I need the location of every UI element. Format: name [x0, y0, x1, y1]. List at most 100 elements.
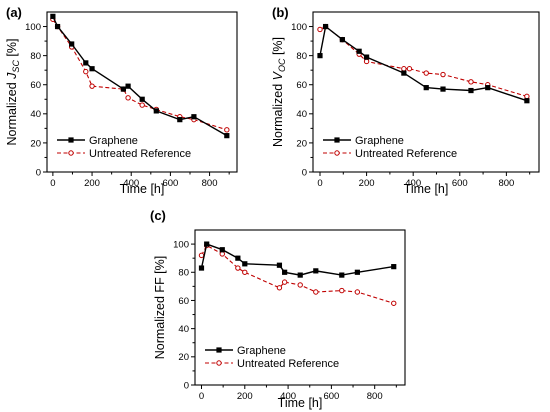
chart-2-y-axis-title: Normalized VOC [%] — [271, 37, 287, 147]
chart-3-series-untreated-reference-point — [391, 300, 397, 306]
chart-3-series-graphene-point — [204, 241, 210, 247]
chart-2-y-tick-label: 80 — [296, 51, 307, 62]
chart-3-series-graphene-line — [200, 243, 394, 276]
chart-1-series-graphene-point — [83, 60, 89, 66]
chart-2-series-graphene-point — [423, 85, 429, 91]
chart-1-y-tick-label: 0 — [36, 167, 41, 178]
chart-1-x-tick-label: 800 — [202, 178, 218, 189]
chart-3-series-graphene-point — [313, 268, 319, 274]
chart-3-y-tick-label: 100 — [173, 239, 189, 250]
chart-1-series-graphene-point — [120, 86, 126, 92]
chart-3-series-untreated-reference-point — [198, 252, 205, 259]
chart-1-series-untreated-reference — [50, 16, 230, 133]
chart-2-x-tick-label: 0 — [317, 178, 322, 189]
chart-3-legend-marker — [216, 347, 222, 353]
chart-2-series-untreated-reference-point — [440, 71, 446, 78]
chart-1-series-untreated-reference-line — [52, 18, 227, 131]
chart-2-y-tick-label: 0 — [302, 167, 307, 178]
chart-2-series-untreated-reference-point — [317, 26, 323, 33]
chart-2-series-graphene-point — [317, 53, 323, 59]
chart-2-series-untreated-reference-point — [524, 93, 530, 100]
chart-3-y-axis-title: Normalized FF [%] — [153, 256, 167, 360]
chart-2-legend-label: Graphene — [355, 135, 404, 147]
chart-1-series-untreated-reference-point — [89, 83, 95, 89]
chart-2-y-tick-label: 40 — [296, 109, 307, 120]
chart-2-series-graphene-point — [401, 70, 407, 76]
chart-2-y-tick-label: 100 — [291, 22, 307, 33]
chart-2-series-graphene-point — [468, 87, 474, 94]
chart-1-series-graphene-line — [52, 16, 228, 137]
chart-1-series-graphene-point — [177, 117, 183, 123]
chart-1-series-graphene — [50, 13, 230, 139]
chart-3-series-graphene-point — [339, 272, 345, 278]
chart-3: (c) 0 200 400 600 800 0 20 40 60 80 100 Time [h] Norm… — [150, 208, 406, 410]
chart-1-series-graphene-point — [153, 108, 159, 114]
chart-1-series-graphene-point — [191, 114, 197, 120]
chart-3-legend-label: Untreated Reference — [237, 358, 339, 370]
chart-2-series-untreated-reference-point — [363, 58, 370, 65]
chart-3-series-untreated-reference-point — [297, 282, 303, 288]
chart-2-legend-label: Untreated Reference — [355, 148, 457, 160]
chart-3-series-graphene — [198, 241, 397, 278]
chart-3-series-untreated-reference-point — [219, 251, 225, 257]
chart-2-series-graphene-point — [356, 48, 362, 54]
chart-3-series-graphene-point — [354, 269, 360, 275]
chart-2-series-graphene-point — [363, 54, 370, 60]
chart-3-series-graphene-point — [282, 269, 288, 275]
chart-3-series-graphene-point — [219, 247, 225, 253]
chart-1-series-graphene-point — [69, 41, 75, 47]
chart-1-series-graphene-point — [139, 96, 145, 102]
chart-2-series-untreated-reference-point — [423, 70, 429, 76]
chart-3-series-graphene-point — [297, 272, 303, 278]
chart-1-series-graphene-point — [54, 23, 61, 30]
chart-2-series-graphene — [317, 23, 530, 104]
chart-3-y-tick-label: 0 — [184, 380, 189, 391]
chart-3-panel-label: (c) — [150, 208, 166, 223]
chart-2-series-untreated-reference-point — [468, 79, 474, 85]
chart-3-series-untreated-reference-point — [235, 265, 241, 271]
chart-2-x-tick-label: 400 — [405, 178, 421, 189]
chart-1-legend-label: Untreated Reference — [89, 148, 191, 160]
chart-1-series-untreated-reference-point — [125, 95, 131, 101]
chart-1-legend-marker — [68, 137, 74, 143]
chart-2-panel-label: (b) — [272, 5, 289, 20]
chart-1-y-tick-label: 40 — [30, 109, 41, 120]
chart-1-panel-label: (a) — [6, 5, 22, 20]
chart-1-series-untreated-reference-point — [83, 68, 89, 75]
chart-3-y-tick-label: 80 — [178, 268, 189, 279]
chart-2-y-tick-label: 20 — [296, 138, 307, 149]
chart-1-y-tick-label: 20 — [30, 138, 41, 149]
chart-3-series-untreated-reference-point — [313, 289, 319, 295]
chart-3-series-untreated-reference-point — [339, 287, 345, 294]
chart-1-x-tick-label: 200 — [84, 178, 100, 189]
chart-2-series-untreated-reference-line — [319, 25, 528, 97]
chart-2-x-tick-label: 600 — [452, 178, 468, 189]
chart-1-x-tick-label: 400 — [123, 178, 139, 189]
chart-1-legend-label: Graphene — [89, 135, 138, 147]
chart-1-x-axis-title: Time [h] — [120, 182, 165, 196]
chart-1-x-tick-label: 0 — [50, 178, 55, 189]
chart-3-series-graphene-point — [276, 262, 283, 268]
chart-1-x-tick-label: 600 — [162, 178, 178, 189]
chart-3-y-tick-label: 20 — [178, 352, 189, 363]
chart-2-series-untreated-reference-point — [406, 66, 413, 72]
chart-2-legend-marker — [334, 150, 340, 156]
chart-3-x-tick-label: 400 — [280, 391, 296, 402]
chart-2-y-tick-label: 60 — [296, 80, 307, 91]
chart-1-series-graphene-point — [50, 13, 56, 19]
chart-3-x-tick-label: 200 — [237, 391, 253, 402]
chart-3-series-untreated-reference-point — [354, 289, 361, 295]
chart-2-series-graphene-line — [319, 25, 528, 102]
chart-2-x-tick-label: 800 — [498, 178, 514, 189]
chart-3-series-graphene-point — [198, 265, 205, 271]
chart-3-x-axis-title: Time [h] — [278, 396, 323, 410]
chart-1: (a) 0 200 400 600 800 0 20 40 60 80 100 Time [h] Norm… — [5, 5, 238, 196]
chart-2-plot-frame — [312, 11, 540, 173]
chart-3-series-untreated-reference — [198, 242, 397, 306]
chart-3-y-tick-label: 60 — [178, 296, 189, 307]
chart-1-y-axis-title: Normalized JSC [%] — [5, 39, 21, 146]
